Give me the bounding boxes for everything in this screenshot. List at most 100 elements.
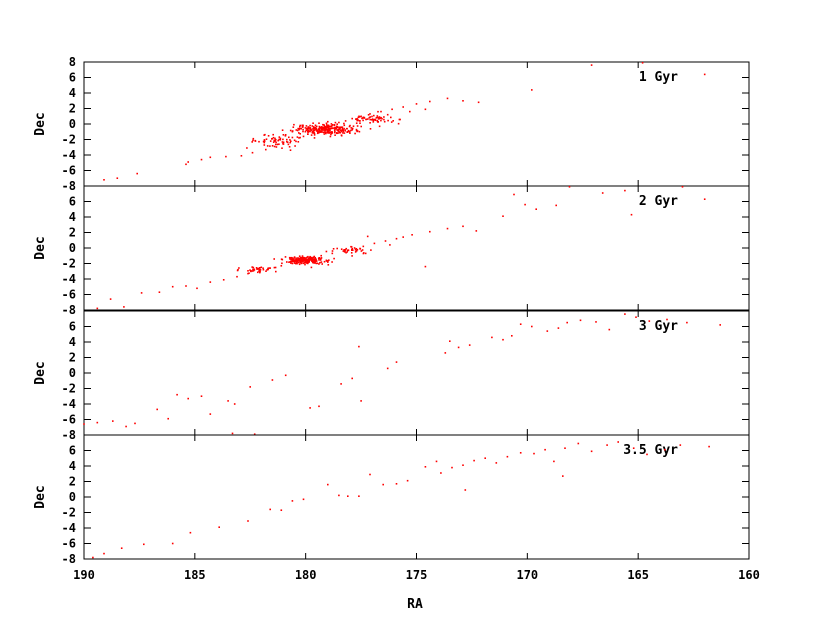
cluster-point xyxy=(333,128,336,130)
cluster-point xyxy=(341,129,343,131)
cluster-point xyxy=(275,146,278,148)
cluster-point xyxy=(326,130,329,133)
y-tick-label: -6 xyxy=(62,164,76,178)
data-point xyxy=(136,172,138,175)
cluster-point xyxy=(312,130,315,133)
data-point xyxy=(289,141,291,144)
cluster-point xyxy=(297,257,299,259)
cluster-point xyxy=(313,132,316,135)
cluster-point xyxy=(263,134,265,136)
cluster-point xyxy=(317,128,320,130)
data-point xyxy=(511,335,513,337)
cluster-point xyxy=(282,141,285,144)
cluster-point xyxy=(281,141,284,143)
cluster-point xyxy=(345,251,347,254)
data-point xyxy=(484,457,486,459)
cluster-point xyxy=(346,251,348,253)
cluster-point xyxy=(375,116,378,119)
cluster-point xyxy=(341,126,344,128)
cluster-point xyxy=(256,268,259,270)
data-point xyxy=(477,101,480,104)
cluster-point xyxy=(284,256,287,258)
data-point xyxy=(338,121,340,124)
data-point xyxy=(369,113,371,115)
data-point xyxy=(109,298,112,300)
y-tick-label: 4 xyxy=(69,335,76,349)
cluster-point xyxy=(247,270,249,272)
cluster-point xyxy=(335,125,338,128)
cluster-point xyxy=(291,257,294,259)
data-point xyxy=(395,361,398,363)
data-point xyxy=(464,489,467,491)
data-point xyxy=(360,115,362,118)
cluster-point xyxy=(302,260,304,263)
cluster-point xyxy=(325,260,328,262)
cluster-point xyxy=(330,123,333,125)
data-point xyxy=(415,103,418,105)
cluster-point xyxy=(286,140,288,143)
y-tick-label: -6 xyxy=(62,288,76,302)
data-point xyxy=(338,494,340,497)
data-point xyxy=(491,336,493,339)
cluster-point xyxy=(314,126,316,129)
data-point xyxy=(271,379,274,381)
data-point xyxy=(579,319,582,322)
cluster-point xyxy=(237,268,239,271)
data-point xyxy=(331,252,334,255)
cluster-point xyxy=(355,248,358,250)
cluster-point xyxy=(284,135,287,137)
cluster-point xyxy=(323,124,326,127)
cluster-point xyxy=(252,139,254,142)
data-point xyxy=(313,137,316,139)
cluster-point xyxy=(302,124,304,127)
data-point xyxy=(440,472,442,474)
x-tick-label: 160 xyxy=(738,568,760,582)
cluster-point xyxy=(377,110,379,113)
data-point xyxy=(664,448,666,451)
cluster-point xyxy=(297,127,299,130)
panel-label: 2 Gyr xyxy=(639,194,678,209)
cluster-point xyxy=(355,129,358,132)
cluster-point xyxy=(333,257,335,260)
cluster-point xyxy=(314,261,316,264)
cluster-point xyxy=(330,131,332,133)
cluster-point xyxy=(308,256,311,259)
cluster-point xyxy=(238,267,240,269)
cluster-point xyxy=(288,136,290,139)
cluster-point xyxy=(376,115,379,117)
cluster-point xyxy=(268,267,270,269)
cluster-point xyxy=(251,266,253,268)
data-point xyxy=(708,445,710,448)
cluster-point xyxy=(379,117,381,119)
data-point xyxy=(457,346,460,349)
y-tick-label: -8 xyxy=(62,552,76,566)
data-point xyxy=(624,313,626,315)
cluster-point xyxy=(355,118,357,120)
cluster-point xyxy=(362,119,364,122)
cluster-point xyxy=(328,132,330,134)
data-point xyxy=(143,543,145,546)
data-point xyxy=(566,321,568,324)
data-point xyxy=(120,547,123,549)
cluster-point xyxy=(309,130,311,133)
cluster-point xyxy=(327,124,330,127)
cluster-point xyxy=(301,255,304,257)
data-point xyxy=(209,281,212,283)
cluster-point xyxy=(301,259,304,261)
cluster-point xyxy=(271,137,273,140)
data-point xyxy=(140,292,143,294)
cluster-point xyxy=(352,249,354,251)
data-point xyxy=(424,466,427,468)
cluster-point xyxy=(390,121,393,123)
data-point xyxy=(495,462,498,464)
cluster-point xyxy=(331,250,334,252)
data-point xyxy=(273,145,276,148)
data-point xyxy=(446,97,449,100)
data-point xyxy=(209,156,212,159)
cluster-point xyxy=(369,116,371,118)
cluster-point xyxy=(318,125,321,128)
data-point xyxy=(617,441,619,443)
data-point xyxy=(502,215,504,217)
cluster-point xyxy=(361,249,364,251)
